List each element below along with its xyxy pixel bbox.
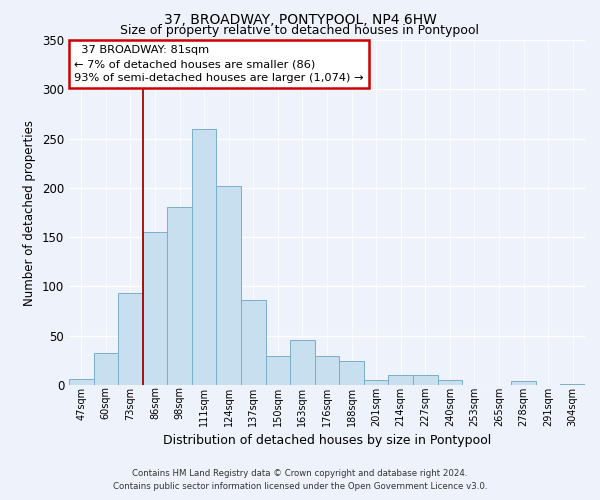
Text: 37, BROADWAY, PONTYPOOL, NP4 6HW: 37, BROADWAY, PONTYPOOL, NP4 6HW bbox=[164, 12, 436, 26]
Bar bbox=[413, 375, 437, 385]
Y-axis label: Number of detached properties: Number of detached properties bbox=[23, 120, 37, 306]
Bar bbox=[167, 206, 192, 385]
Bar bbox=[266, 356, 290, 385]
Text: 37 BROADWAY: 81sqm
← 7% of detached houses are smaller (86)
93% of semi-detached: 37 BROADWAY: 81sqm ← 7% of detached hous… bbox=[74, 45, 364, 83]
X-axis label: Distribution of detached houses by size in Pontypool: Distribution of detached houses by size … bbox=[163, 434, 491, 447]
Text: Contains HM Land Registry data © Crown copyright and database right 2024.
Contai: Contains HM Land Registry data © Crown c… bbox=[113, 470, 487, 491]
Bar bbox=[339, 362, 364, 385]
Bar bbox=[364, 380, 388, 385]
Bar bbox=[388, 375, 413, 385]
Bar bbox=[241, 300, 266, 385]
Bar bbox=[94, 354, 118, 385]
Text: Size of property relative to detached houses in Pontypool: Size of property relative to detached ho… bbox=[121, 24, 479, 37]
Bar bbox=[192, 128, 217, 385]
Bar bbox=[118, 294, 143, 385]
Bar bbox=[560, 384, 585, 385]
Bar bbox=[217, 186, 241, 385]
Bar bbox=[437, 380, 462, 385]
Bar bbox=[315, 356, 339, 385]
Bar bbox=[290, 340, 315, 385]
Bar bbox=[511, 381, 536, 385]
Bar bbox=[143, 232, 167, 385]
Bar bbox=[69, 379, 94, 385]
